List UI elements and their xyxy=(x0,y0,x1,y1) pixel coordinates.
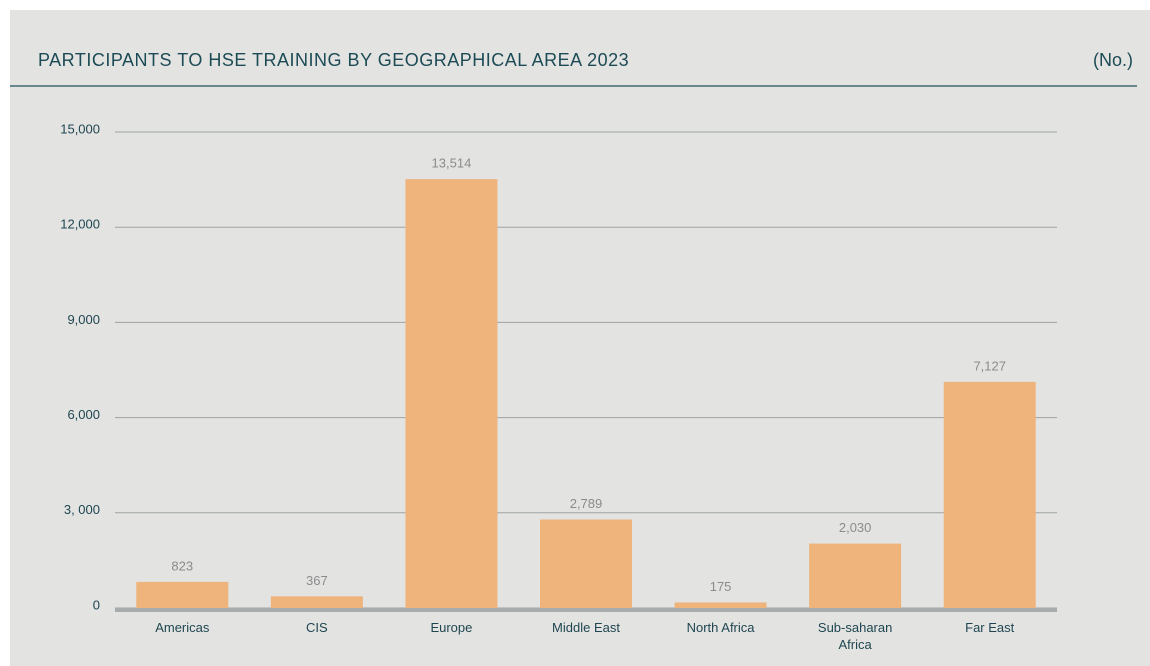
value-label: 7,127 xyxy=(973,358,1006,373)
chart-title: PARTICIPANTS TO HSE TRAINING BY GEOGRAPH… xyxy=(38,50,629,70)
value-label: 2,030 xyxy=(839,520,872,535)
y-tick-label: 9,000 xyxy=(67,312,100,327)
bar xyxy=(943,381,1036,608)
value-label: 175 xyxy=(710,579,732,594)
x-tick-label: Middle East xyxy=(552,620,620,635)
bar xyxy=(270,596,363,608)
x-tick-label: CIS xyxy=(306,620,328,635)
y-tick-label: 0 xyxy=(93,597,100,612)
bar xyxy=(405,179,498,608)
y-tick-label: 12,000 xyxy=(60,217,100,232)
x-tick-label: Europe xyxy=(430,620,473,635)
x-tick-label: Americas xyxy=(155,620,210,635)
x-tick-label: Far East xyxy=(965,620,1015,635)
value-label: 823 xyxy=(171,558,193,573)
value-label: 2,789 xyxy=(570,496,603,511)
x-tick-label: North Africa xyxy=(686,620,755,635)
y-tick-label: 6,000 xyxy=(67,407,100,422)
y-tick-label: 3, 000 xyxy=(64,502,100,517)
bar xyxy=(136,581,229,608)
value-label: 13,514 xyxy=(432,156,472,171)
value-label: 367 xyxy=(306,573,328,588)
y-tick-label: 15,000 xyxy=(60,121,100,136)
bar xyxy=(674,602,767,608)
bar xyxy=(540,519,632,608)
x-tick-label: Sub-saharan Africa xyxy=(817,620,893,652)
bar xyxy=(809,543,902,608)
unit-label: (No.) xyxy=(1093,50,1133,70)
